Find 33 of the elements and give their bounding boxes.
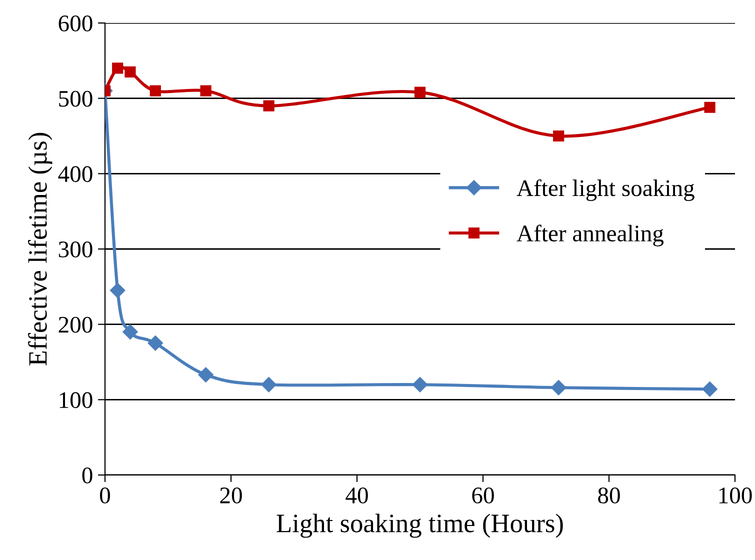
point	[122, 324, 138, 340]
x-tick-label: 100	[719, 487, 752, 504]
x-tick-label: 60	[472, 487, 494, 504]
point	[110, 282, 126, 298]
legend-label: After light soaking	[516, 179, 694, 202]
y-axis-title: Effective lifetime (µs)	[28, 132, 52, 366]
point	[263, 100, 274, 112]
y-tick-label: 400	[58, 166, 92, 182]
point	[414, 86, 426, 98]
point	[112, 62, 124, 74]
point	[551, 380, 566, 396]
point	[553, 130, 564, 142]
y-tick-label: 600	[58, 15, 92, 32]
point	[261, 377, 276, 392]
x-tick-label: 80	[598, 487, 620, 504]
y-tick-label: 500	[59, 90, 92, 107]
x-tick-label: 0	[100, 487, 110, 504]
point	[704, 102, 716, 113]
x-tick-label: 40	[346, 487, 368, 504]
point	[412, 377, 428, 392]
point	[150, 85, 161, 96]
legend-label: After annealing	[516, 224, 664, 246]
point	[198, 367, 214, 382]
y-tick-label: 100	[60, 392, 92, 408]
x-axis-title: Light soaking time (Hours)	[276, 514, 563, 538]
point	[702, 382, 718, 397]
point	[200, 85, 212, 96]
point	[148, 336, 163, 351]
x-tick-label: 20	[220, 487, 242, 504]
y-tick-label: 200	[58, 316, 92, 333]
y-tick-label: 0	[82, 467, 92, 484]
point	[124, 66, 136, 78]
y-tick-label: 300	[58, 241, 92, 258]
